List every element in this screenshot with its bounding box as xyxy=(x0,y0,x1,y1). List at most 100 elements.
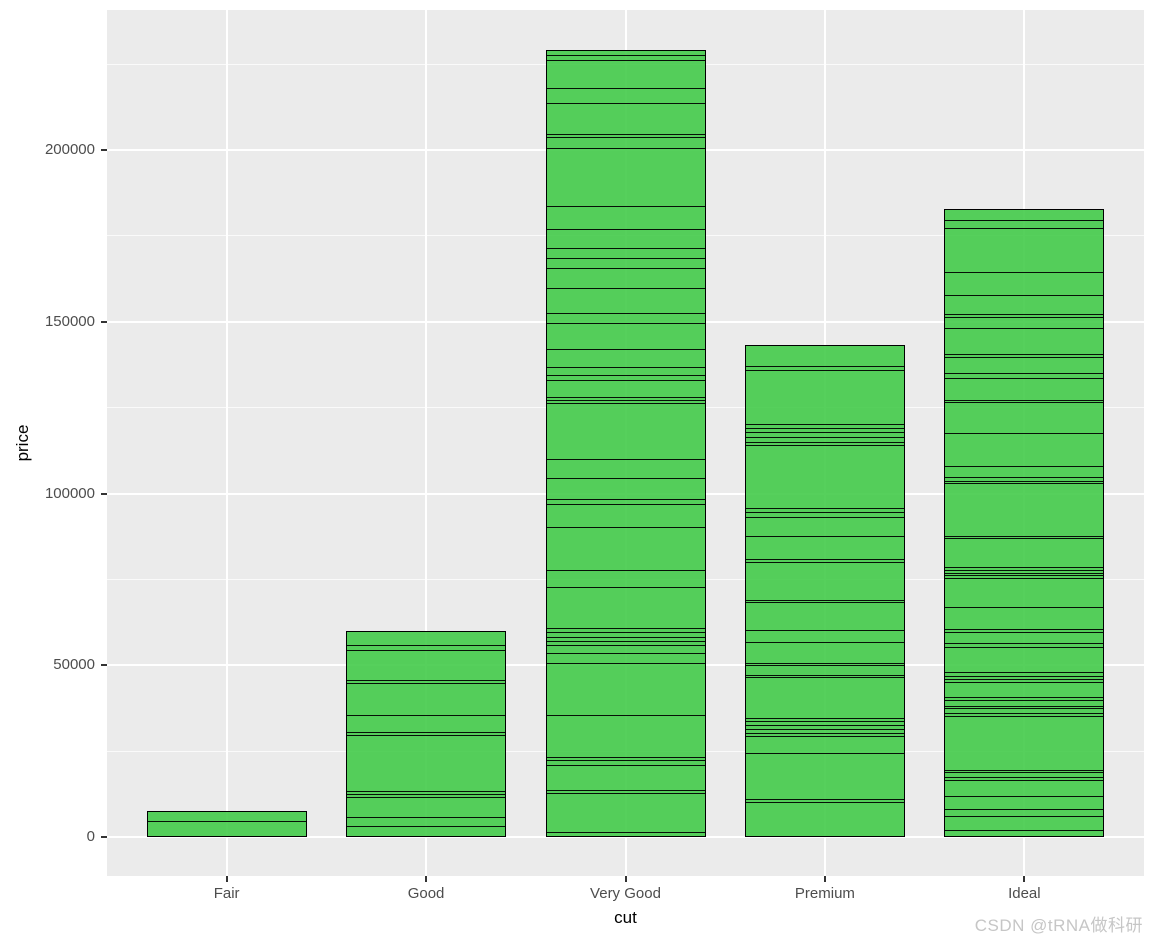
segment-divider xyxy=(945,476,1104,478)
segment-divider xyxy=(945,465,1104,467)
segment-divider xyxy=(546,831,705,833)
segment-divider xyxy=(745,599,904,601)
segment-divider xyxy=(546,59,705,61)
segment-divider xyxy=(546,503,705,505)
bar-premium xyxy=(744,344,905,837)
segment-divider xyxy=(745,423,904,425)
segment-divider xyxy=(546,257,705,259)
segment-divider xyxy=(945,705,1104,707)
segment-divider xyxy=(945,574,1104,576)
bar-good xyxy=(346,630,507,837)
segment-divider xyxy=(945,316,1104,318)
segment-divider xyxy=(945,327,1104,329)
segment-divider xyxy=(945,671,1104,673)
bar-fair xyxy=(146,810,307,837)
segment-divider xyxy=(546,636,705,638)
segment-divider xyxy=(546,640,705,642)
x-axis-tick xyxy=(425,876,428,882)
segment-divider xyxy=(945,699,1104,701)
segment-divider xyxy=(945,631,1104,633)
segment-divider xyxy=(745,369,904,371)
segment-divider xyxy=(546,526,705,528)
segment-divider xyxy=(945,815,1104,817)
segment-divider xyxy=(945,771,1104,773)
segment-divider xyxy=(546,644,705,646)
segment-divider xyxy=(546,662,705,664)
x-axis-tick xyxy=(823,876,826,882)
segment-divider xyxy=(745,427,904,429)
segment-divider xyxy=(945,679,1104,680)
gridline-major-vertical xyxy=(225,10,228,876)
segment-divider xyxy=(546,379,705,381)
segment-divider xyxy=(945,769,1104,771)
segment-divider xyxy=(546,402,705,404)
segment-divider xyxy=(347,793,506,795)
segment-divider xyxy=(546,756,705,758)
segment-divider xyxy=(745,662,904,664)
x-axis-title: cut xyxy=(614,908,637,927)
segment-divider xyxy=(745,798,904,800)
segment-divider xyxy=(945,646,1104,648)
y-tick-label: 150000 xyxy=(44,312,95,330)
y-tick-label: 100000 xyxy=(44,484,95,502)
segment-divider xyxy=(945,535,1104,537)
segment-divider xyxy=(945,372,1104,374)
x-tick-label: Good xyxy=(407,885,445,902)
segment-divider xyxy=(745,507,904,509)
segment-divider xyxy=(945,829,1104,831)
segment-divider xyxy=(945,776,1104,778)
segment-divider xyxy=(546,764,705,766)
segment-divider xyxy=(745,561,904,563)
segment-divider xyxy=(745,431,904,433)
x-tick-label: Ideal xyxy=(1008,885,1041,902)
segment-divider xyxy=(945,537,1104,539)
segment-divider xyxy=(745,511,904,513)
segment-divider xyxy=(945,681,1104,683)
y-axis-tick xyxy=(101,664,107,667)
segment-divider xyxy=(945,642,1104,644)
segment-divider xyxy=(745,641,904,643)
segment-divider xyxy=(546,631,705,633)
segment-divider xyxy=(945,696,1104,698)
segment-divider xyxy=(945,577,1104,579)
segment-divider xyxy=(546,374,705,376)
segment-divider xyxy=(546,287,705,289)
segment-divider xyxy=(546,789,705,791)
segment-divider xyxy=(546,498,705,500)
segment-divider xyxy=(546,477,705,479)
bar-ideal xyxy=(944,208,1105,837)
x-axis-tick xyxy=(225,876,228,882)
segment-divider xyxy=(745,801,904,803)
y-axis-tick xyxy=(101,492,107,495)
segment-divider xyxy=(945,808,1104,810)
gridline-major-vertical xyxy=(425,10,428,876)
segment-divider xyxy=(347,679,506,681)
segment-divider xyxy=(945,401,1104,403)
segment-divider xyxy=(945,377,1104,379)
x-tick-label: Fair xyxy=(213,885,240,902)
segment-divider xyxy=(945,572,1104,574)
segment-divider xyxy=(945,313,1104,315)
segment-divider xyxy=(945,480,1104,482)
segment-divider xyxy=(546,366,705,368)
segment-divider xyxy=(945,482,1104,484)
segment-divider xyxy=(745,728,904,730)
segment-divider xyxy=(546,714,705,716)
segment-divider xyxy=(745,720,904,722)
y-axis-tick xyxy=(101,149,107,152)
y-axis-title: price xyxy=(13,424,32,462)
segment-divider xyxy=(147,820,306,822)
segment-divider xyxy=(945,715,1104,717)
segment-divider xyxy=(546,322,705,324)
segment-divider xyxy=(745,752,904,754)
segment-divider xyxy=(546,228,705,230)
segment-divider xyxy=(945,628,1104,630)
segment-divider xyxy=(945,707,1104,709)
segment-divider xyxy=(546,147,705,149)
segment-divider xyxy=(945,353,1104,355)
segment-divider xyxy=(546,136,705,138)
y-tick-label: 0 xyxy=(86,827,95,845)
y-axis-tick xyxy=(101,835,107,838)
segment-divider xyxy=(945,219,1104,221)
